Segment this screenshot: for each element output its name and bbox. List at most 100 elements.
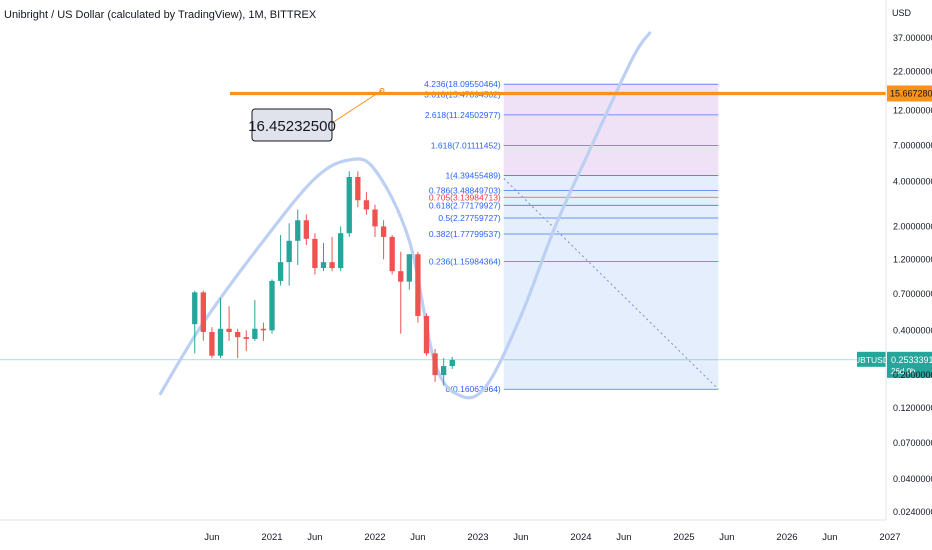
candle-body — [389, 236, 395, 272]
time-tick-label: Jun — [616, 532, 631, 543]
candle — [269, 279, 275, 334]
candle-body — [329, 262, 335, 269]
candle — [286, 223, 292, 286]
price-tick-label: 22.00000000 — [893, 67, 932, 77]
price-tick-label: 12.00000000 — [893, 106, 932, 116]
candle — [363, 192, 370, 215]
callout-value: 16.45232500 — [248, 118, 336, 135]
symbol-badge-label: UBTUSD — [854, 355, 889, 365]
candle-body — [217, 328, 224, 356]
candle — [217, 297, 224, 359]
price-tick-label: 2.00000000 — [893, 221, 932, 231]
fib-level-label: 1(4.39455489) — [445, 171, 500, 181]
price-tick-label: 7.00000000 — [893, 141, 932, 151]
candle — [209, 327, 215, 359]
fib-level-label: 1.618(7.01111452) — [431, 140, 501, 150]
candle — [355, 171, 361, 208]
time-tick-label: 2025 — [673, 532, 694, 543]
horizontal-level-axis-label: 15.66728068 — [890, 88, 932, 98]
candle — [423, 313, 430, 356]
price-tick-label: 0.40000000 — [893, 325, 932, 335]
fibonacci-background — [503, 84, 719, 390]
fib-level-label: 4.236(18.09550464) — [424, 79, 501, 89]
candle — [235, 328, 241, 359]
candle-body — [269, 280, 275, 331]
candle-body — [372, 209, 378, 227]
candle — [329, 236, 335, 272]
candle-body — [209, 331, 215, 356]
price-tick-label: 4.00000000 — [893, 177, 932, 187]
price-tick-label: 0.04000000 — [893, 474, 932, 484]
candle-body — [355, 176, 361, 201]
callout-box — [251, 108, 333, 142]
time-tick-label: 2023 — [467, 532, 488, 543]
time-tick-label: 2026 — [776, 532, 797, 543]
candle-body — [252, 328, 258, 339]
candle — [406, 254, 412, 290]
candle — [303, 214, 309, 245]
time-tick-label: 2027 — [879, 532, 900, 543]
time-tick-label: Jun — [204, 532, 219, 543]
y-axis-unit: USD — [892, 8, 912, 18]
candle — [389, 235, 395, 275]
candle-body — [286, 240, 292, 263]
candle — [449, 356, 455, 369]
time-axis: Jun 2021 Jun 2022 Jun 2023 Jun 2024 Jun 2025 Jun 20… — [0, 519, 901, 543]
candle-body — [432, 353, 438, 376]
fib-level-label: 0.618(2.77179927) — [429, 200, 501, 210]
candle-body — [449, 359, 455, 367]
candle-body — [295, 220, 301, 241]
time-tick-label: 2021 — [261, 532, 282, 543]
candle-body — [320, 262, 327, 269]
candle-body — [441, 366, 447, 376]
fibonacci-levels: 4.236(18.09550464)3.618(15.47894502)2.61… — [424, 79, 719, 394]
candle-body — [346, 176, 352, 234]
price-tick-label: 0.12000000 — [893, 403, 932, 413]
price-tick-label: 1.20000000 — [893, 254, 932, 264]
candle — [192, 290, 198, 354]
candle — [432, 348, 438, 382]
time-tick-label: Jun — [307, 532, 322, 543]
candle — [346, 171, 352, 237]
candle-body — [338, 233, 344, 269]
candle-body — [235, 331, 241, 338]
fib-level-label: 0.236(1.15984364) — [429, 257, 501, 267]
fib-level-label: 0.705(3.13984713) — [429, 192, 501, 202]
price-tick-label: 0.20000000 — [893, 370, 932, 380]
candle — [277, 235, 284, 286]
chart-title: Unibright / US Dollar (calculated by Tra… — [4, 9, 317, 21]
price-tick-label: 0.02400000 — [893, 507, 932, 517]
candle-body — [398, 271, 404, 282]
horizontal-level-axis-badge — [887, 85, 932, 102]
candle — [441, 358, 447, 386]
candle-body — [277, 262, 284, 281]
candle-body — [303, 220, 309, 239]
time-tick-label: 2022 — [364, 532, 385, 543]
price-axis: 37.00000000 22.00000000 12.00000000 7.00000… — [885, 0, 932, 520]
candle-body — [260, 328, 267, 331]
time-tick-label: Jun — [513, 532, 528, 543]
candle-body — [380, 226, 387, 237]
candle-body — [312, 238, 318, 269]
candle — [338, 226, 344, 272]
candle-body — [363, 200, 370, 210]
candle — [415, 251, 421, 323]
candle-body — [415, 254, 421, 316]
candle — [380, 220, 387, 260]
time-tick-label: 2024 — [570, 532, 591, 543]
candle — [295, 209, 301, 266]
price-tick-label: 0.70000000 — [893, 289, 932, 299]
fib-level-label: 0.786(3.48849703) — [429, 185, 501, 195]
fib-zone-upper — [503, 84, 719, 176]
candles — [192, 171, 455, 386]
fib-trend-line — [503, 178, 719, 390]
candle — [243, 330, 249, 352]
fib-level-label: 0.5(2.27759727) — [438, 213, 501, 223]
time-tick-label: Jun — [410, 532, 425, 543]
candle-body — [192, 292, 198, 325]
candle — [260, 322, 267, 341]
candle — [226, 306, 232, 341]
candle-body — [423, 315, 430, 354]
